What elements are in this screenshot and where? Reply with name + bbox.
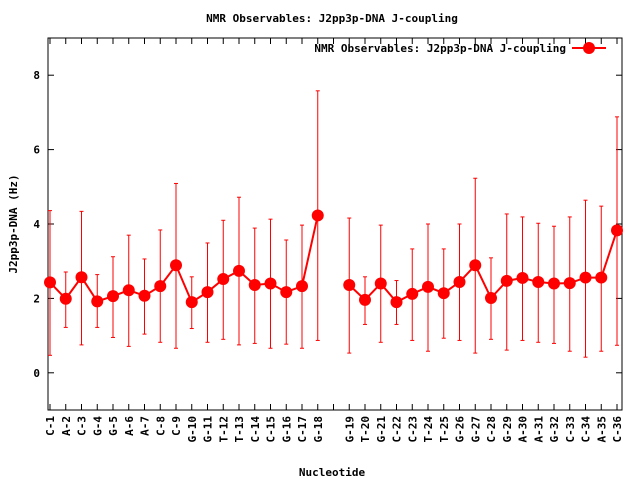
x-tick-label: A-2 xyxy=(60,416,73,436)
x-tick-label: C-28 xyxy=(485,416,498,443)
x-tick-label: C-14 xyxy=(249,416,262,443)
x-tick-label: G-16 xyxy=(280,416,293,443)
data-point xyxy=(390,296,403,309)
data-point xyxy=(343,279,356,292)
y-tick-label: 6 xyxy=(33,144,40,157)
legend-label: NMR Observables: J2pp3p-DNA J-coupling xyxy=(314,42,566,55)
x-tick-label: G-4 xyxy=(91,416,104,436)
x-tick-label: C-34 xyxy=(580,416,593,443)
data-point xyxy=(170,259,182,272)
plot-border xyxy=(47,37,623,411)
data-point xyxy=(75,271,88,284)
y-tick-label: 0 xyxy=(33,367,40,380)
series-line xyxy=(348,230,618,304)
x-tick-label: G-21 xyxy=(375,416,388,443)
x-tick-label: C-15 xyxy=(265,416,278,443)
data-point xyxy=(374,277,387,290)
legend-marker xyxy=(583,42,595,54)
x-tick-label: A-6 xyxy=(123,416,136,436)
x-tick-label: T-12 xyxy=(217,416,230,443)
data-point xyxy=(233,264,245,277)
x-tick-label: C-23 xyxy=(406,416,419,443)
x-tick-label: T-24 xyxy=(422,416,435,443)
x-tick-label: G-18 xyxy=(312,416,325,443)
x-tick-label: G-10 xyxy=(186,416,199,443)
data-point xyxy=(406,287,419,300)
x-tick-label: G-32 xyxy=(548,416,561,443)
y-axis-label: J2pp3p-DNA (Hz) xyxy=(7,174,20,273)
x-tick-label: C-1 xyxy=(44,416,57,436)
data-point xyxy=(563,277,576,290)
data-point xyxy=(311,209,324,222)
x-tick-label: T-25 xyxy=(438,416,451,443)
x-tick-label: C-3 xyxy=(76,416,89,436)
data-point xyxy=(91,295,104,308)
x-tick-label: G-19 xyxy=(343,416,356,443)
data-point xyxy=(217,273,230,286)
data-point xyxy=(264,277,277,290)
x-tick-label: C-22 xyxy=(391,416,404,443)
data-point xyxy=(44,276,56,289)
data-point xyxy=(248,279,261,292)
data-point xyxy=(201,286,214,299)
y-tick-label: 2 xyxy=(33,292,40,305)
x-tick-label: A-30 xyxy=(517,416,530,443)
x-tick-label: A-35 xyxy=(595,416,608,443)
x-tick-label: A-7 xyxy=(139,416,152,436)
x-tick-label: A-31 xyxy=(532,416,545,443)
data-point xyxy=(122,284,135,297)
data-point xyxy=(437,287,450,300)
series-line xyxy=(49,215,319,304)
x-tick-label: C-36 xyxy=(611,416,624,443)
data-point xyxy=(500,274,513,287)
data-point xyxy=(59,292,72,305)
data-point xyxy=(154,280,167,293)
data-point xyxy=(485,292,497,305)
data-point xyxy=(548,277,560,290)
data-point xyxy=(280,286,293,299)
data-point xyxy=(138,289,151,302)
x-tick-label: C-8 xyxy=(154,416,167,436)
x-tick-label: C-33 xyxy=(564,416,577,443)
x-tick-label: G-5 xyxy=(107,416,120,436)
plot-area: 0 2 4 6 8 C-1 A-2 C-3 G-4 G-5 A-6 A-7 C-8 C-9 G-10 G-11… xyxy=(33,37,624,443)
data-point xyxy=(185,296,198,309)
data-point xyxy=(595,271,608,284)
data-point xyxy=(532,276,545,289)
data-point xyxy=(469,259,482,272)
x-tick-label: G-29 xyxy=(501,416,514,443)
data-point xyxy=(359,293,371,306)
x-tick-label: C-9 xyxy=(170,416,183,436)
chart-title: NMR Observables: J2pp3p-DNA J-coupling xyxy=(206,12,458,25)
x-tick-label: C-17 xyxy=(296,416,309,443)
x-axis-label: Nucleotide xyxy=(299,466,366,479)
legend: NMR Observables: J2pp3p-DNA J-coupling xyxy=(314,42,606,55)
y-tick-label: 8 xyxy=(33,69,40,82)
y-tick-label: 4 xyxy=(33,218,40,231)
data-point xyxy=(579,271,592,284)
data-point xyxy=(453,276,466,289)
x-tick-label: T-20 xyxy=(359,416,372,443)
data-point xyxy=(516,271,529,284)
data-point xyxy=(107,290,119,303)
data-point xyxy=(611,224,623,237)
x-tick-label: G-27 xyxy=(469,416,482,443)
x-tick-label: T-13 xyxy=(233,416,246,443)
data-point xyxy=(422,280,434,293)
x-tick-label: G-26 xyxy=(454,416,467,443)
x-tick-label: G-11 xyxy=(202,416,215,443)
data-point xyxy=(296,280,308,293)
